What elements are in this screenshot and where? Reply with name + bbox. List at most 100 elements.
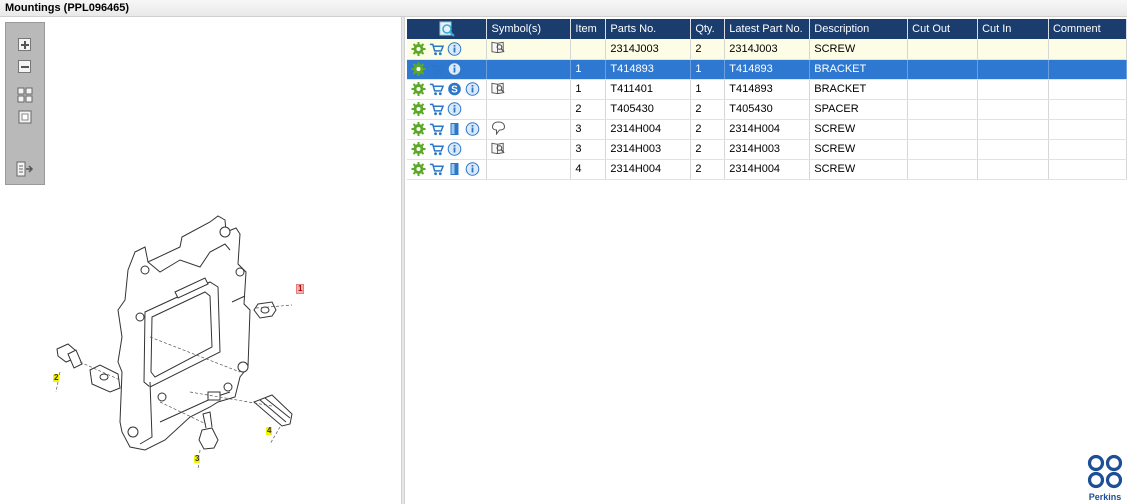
info-icon[interactable] (447, 142, 462, 156)
row-symbols (486, 39, 572, 60)
cell-comment (1048, 59, 1127, 80)
cell-qty: 1 (690, 59, 726, 80)
zoom-in-button[interactable] (15, 35, 35, 55)
gear-icon[interactable] (411, 102, 426, 116)
table-row[interactable]: 4 2314H004 2 2314H004 SCREW (407, 159, 1127, 180)
parts-table-body: 2314J003 2 2314J003 SCREW 1 T414893 1 T414893 BR… (407, 39, 1127, 180)
table-row[interactable]: 2 T405430 2 T405430 SPACER (407, 99, 1127, 120)
illustration-pane[interactable]: 1 2 3 4 (0, 17, 401, 504)
window-title: Mountings (PPL096465) (5, 2, 130, 14)
cell-latest-part-no: T414893 (724, 59, 811, 80)
cell-comment (1048, 99, 1127, 120)
cell-description: BRACKET (809, 79, 909, 100)
column-header-description[interactable]: Description (809, 19, 909, 39)
row-symbols (486, 139, 572, 160)
column-header-parts-no[interactable]: Parts No. (605, 19, 692, 39)
fit-window-button[interactable] (15, 107, 35, 127)
cell-description: BRACKET (809, 59, 909, 80)
cart-icon[interactable] (429, 122, 444, 136)
row-actions (407, 159, 488, 180)
cell-comment (1048, 39, 1127, 60)
cell-qty: 1 (690, 79, 726, 100)
table-row[interactable]: S 1 T411401 1 T414893 BRACKET (407, 79, 1127, 100)
cell-part-no: T405430 (605, 99, 692, 120)
row-symbols (486, 159, 572, 180)
row-actions: S (407, 79, 488, 100)
pane-splitter[interactable] (401, 17, 405, 504)
info-icon[interactable] (465, 162, 480, 176)
table-row[interactable]: 3 2314H003 2 2314H003 SCREW (407, 139, 1127, 160)
row-actions (407, 139, 488, 160)
cell-cut-in (977, 59, 1049, 80)
cart-icon[interactable] (429, 102, 444, 116)
row-actions (407, 59, 488, 80)
gear-icon[interactable] (411, 142, 426, 156)
callout-3[interactable]: 3 (194, 454, 201, 463)
book-magnify-icon[interactable] (491, 81, 506, 95)
column-header-symbols[interactable]: Symbol(s) (486, 19, 572, 39)
callout-2[interactable]: 2 (53, 373, 60, 382)
cell-latest-part-no: T405430 (724, 99, 811, 120)
cell-qty: 2 (690, 159, 726, 180)
column-header-cut-out[interactable]: Cut Out (907, 19, 979, 39)
cart-icon[interactable] (429, 42, 444, 56)
column-header-comment[interactable]: Comment (1048, 19, 1127, 39)
gear-icon[interactable] (411, 122, 426, 136)
square-icon (18, 110, 32, 124)
cell-latest-part-no: 2314J003 (724, 39, 811, 60)
table-row[interactable]: 2314J003 2 2314J003 SCREW (407, 39, 1127, 60)
column-header-qty[interactable]: Qty. (690, 19, 726, 39)
callout-4[interactable]: 4 (266, 426, 273, 435)
cart-icon[interactable] (429, 82, 444, 96)
cell-comment (1048, 159, 1127, 180)
table-row[interactable]: 1 T414893 1 T414893 BRACKET (407, 59, 1127, 80)
plus-icon (21, 41, 29, 49)
column-header-actions[interactable] (407, 19, 488, 39)
gear-icon[interactable] (411, 41, 426, 56)
fit-all-button[interactable] (15, 85, 35, 105)
cart-icon[interactable] (429, 162, 444, 176)
info-icon[interactable] (447, 62, 462, 76)
toggle-list-button[interactable] (15, 159, 35, 179)
cell-comment (1048, 119, 1127, 140)
s-badge-icon[interactable]: S (447, 82, 462, 96)
column-header-item[interactable]: Item (570, 19, 607, 39)
cell-part-no: 2314H004 (605, 119, 692, 140)
zoom-out-button[interactable] (15, 57, 35, 77)
list-arrow-icon (16, 161, 34, 177)
info-icon[interactable] (465, 82, 480, 96)
parts-illustration[interactable] (40, 192, 310, 482)
cell-cut-out (907, 139, 979, 160)
cell-item: 4 (570, 159, 607, 180)
gear-icon[interactable] (411, 62, 426, 76)
four-squares-icon (17, 87, 33, 103)
cell-item: 3 (570, 119, 607, 140)
info-icon[interactable] (465, 122, 480, 136)
info-icon[interactable] (447, 102, 462, 116)
column-header-latest-part-no[interactable]: Latest Part No. (724, 19, 811, 39)
gear-icon[interactable] (411, 162, 426, 176)
book-magnify-icon[interactable] (491, 141, 506, 155)
note-pin-icon[interactable] (491, 120, 506, 135)
table-header-row: Symbol(s) Item Parts No. Qty. Latest Par… (407, 19, 1127, 39)
column-header-cut-in[interactable]: Cut In (977, 19, 1049, 39)
cell-qty: 2 (690, 39, 726, 60)
gear-icon[interactable] (411, 82, 426, 96)
search-document-icon (439, 21, 455, 37)
book-icon[interactable] (447, 122, 462, 136)
row-actions (407, 39, 488, 60)
info-icon[interactable] (447, 41, 462, 56)
row-actions (407, 119, 488, 140)
window-title-bar: Mountings (PPL096465) (0, 0, 1127, 17)
cart-icon[interactable] (429, 62, 444, 76)
callout-1[interactable]: 1 (296, 284, 305, 294)
perkins-logo-mark (1087, 454, 1123, 489)
book-icon[interactable] (447, 162, 462, 176)
cell-description: SCREW (809, 139, 909, 160)
cell-cut-out (907, 159, 979, 180)
cart-icon[interactable] (429, 142, 444, 156)
book-magnify-icon[interactable] (491, 40, 506, 54)
cell-cut-out (907, 59, 979, 80)
row-symbols (486, 59, 572, 80)
table-row[interactable]: 3 2314H004 2 2314H004 SCREW (407, 119, 1127, 140)
